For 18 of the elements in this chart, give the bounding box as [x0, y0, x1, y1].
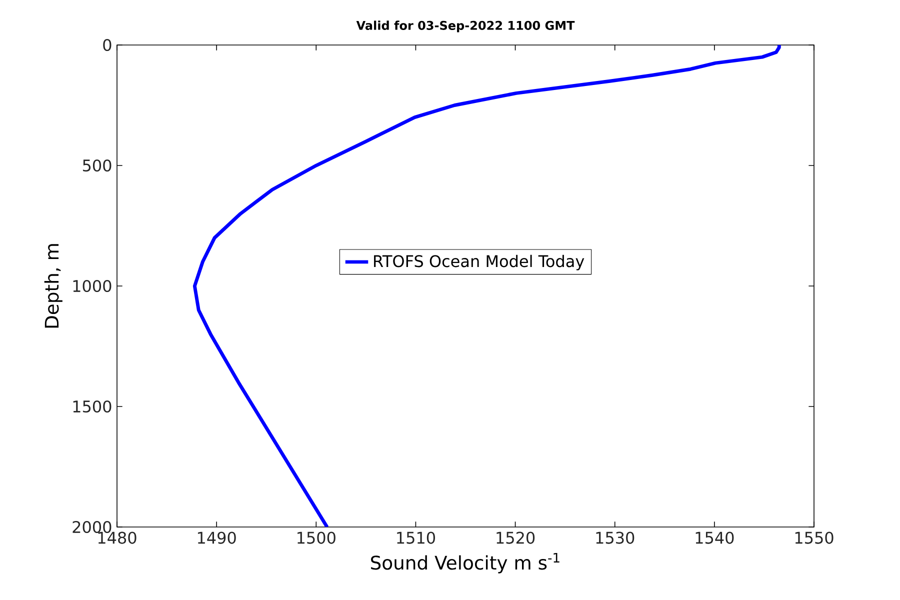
x-tick-label: 1480 [98, 532, 136, 544]
x-tick-label: 1540 [696, 532, 734, 544]
x-tick-label: 1500 [298, 532, 336, 544]
chart-title: Valid for 03-Sep-2022 1100 GMT [356, 20, 575, 32]
y-tick-label: 2000 [72, 520, 112, 534]
x-tick-label: 1530 [596, 532, 634, 544]
y-tick-label: 1500 [73, 400, 112, 413]
x-tick-label: 1520 [496, 532, 535, 544]
y-axis-title: Depth, m [44, 244, 62, 328]
x-axis-title: Sound Velocity m s$^{-1}$ [371, 552, 560, 574]
y-tick-label: 1000 [73, 280, 112, 292]
x-tick-label: 1490 [198, 532, 236, 544]
line-series [192, 45, 781, 528]
x-tick-label: 1510 [397, 532, 435, 544]
y-tick-label: 500 [82, 159, 112, 172]
y-tick-label: 0 [103, 38, 112, 52]
legend-label: RTOFS Ocean Model Today [374, 254, 584, 270]
x-tick-label: 1550 [795, 532, 834, 544]
